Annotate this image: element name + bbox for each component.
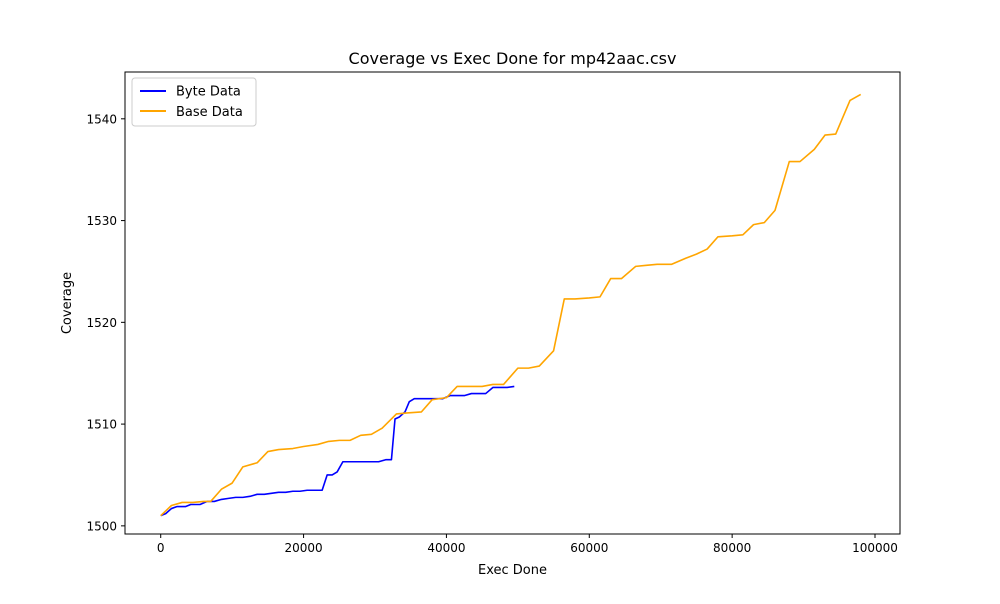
y-tick-label: 1500: [86, 519, 117, 533]
series-layer: [160, 93, 862, 517]
legend-label-byte-data: Byte Data: [176, 85, 241, 100]
y-tick-label: 1520: [86, 316, 117, 330]
x-tick-label: 60000: [570, 541, 608, 555]
series-line-byte-data: [160, 385, 515, 517]
x-axis-ticks: 0 20000 40000 60000 80000 100000: [157, 534, 898, 555]
chart-title: Coverage vs Exec Done for mp42aac.csv: [349, 49, 677, 68]
x-axis-label: Exec Done: [478, 563, 547, 578]
x-tick-label: 100000: [852, 541, 898, 555]
x-tick-label: 20000: [284, 541, 322, 555]
plot-frame: [124, 71, 901, 535]
y-tick-label: 1510: [86, 418, 117, 432]
legend-label-base-data: Base Data: [176, 105, 243, 120]
plot-area: 0 20000 40000 60000 80000 100000 1500 1510 1520…: [86, 71, 901, 555]
x-tick-label: 80000: [713, 541, 751, 555]
x-tick-label: 40000: [427, 541, 465, 555]
series-line-base-data: [160, 93, 862, 517]
y-tick-label: 1530: [86, 214, 117, 228]
y-tick-label: 1540: [86, 112, 117, 126]
legend: Byte Data Base Data: [131, 77, 257, 127]
x-tick-label: 0: [157, 541, 165, 555]
y-axis-label: Coverage: [60, 272, 75, 334]
y-axis-ticks: 1500 1510 1520 1530 1540: [86, 112, 125, 533]
